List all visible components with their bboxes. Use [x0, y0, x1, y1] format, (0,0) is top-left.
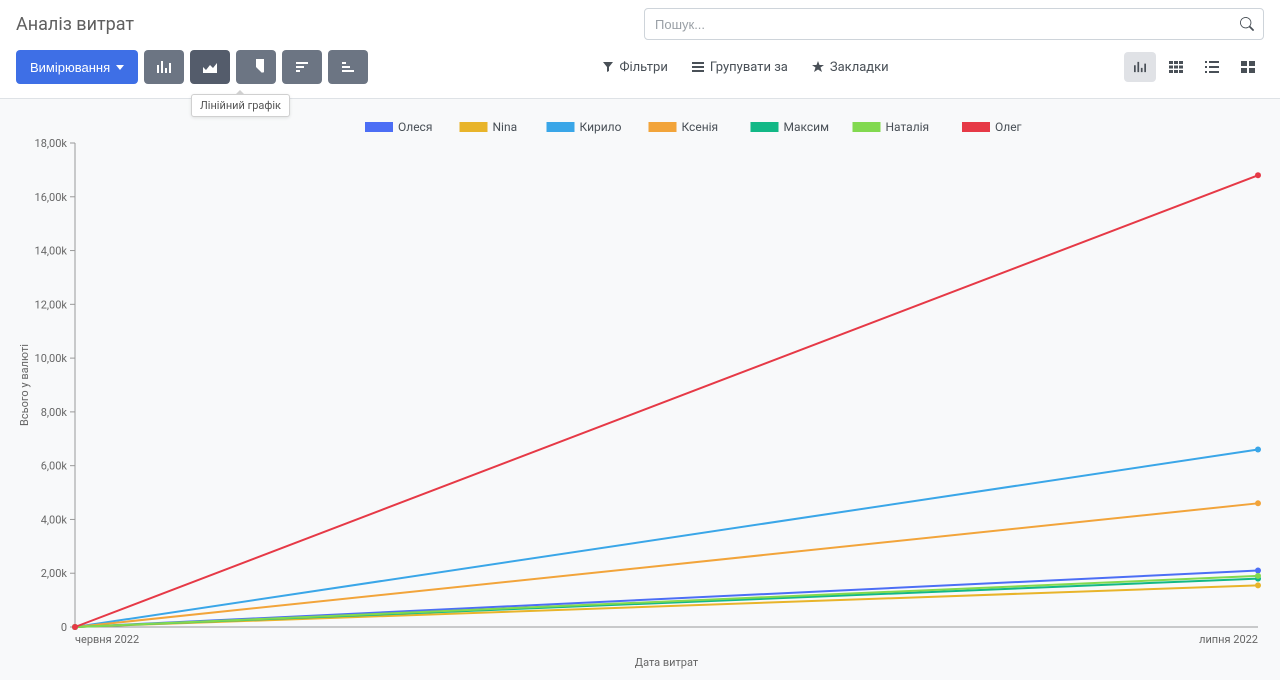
svg-text:4,00k: 4,00k — [41, 513, 68, 526]
svg-text:10,00k: 10,00k — [35, 352, 68, 365]
search-icon[interactable] — [1240, 16, 1254, 35]
funnel-icon — [603, 62, 613, 72]
view-graph-button[interactable] — [1124, 52, 1156, 82]
line-chart: Олеся Nina Кирило Ксенія Максим Наталія Олег 0 2… — [10, 107, 1270, 672]
groupby-label: Групувати за — [710, 60, 788, 75]
svg-text:Всього у валюті: Всього у валюті — [18, 344, 31, 426]
svg-text:Олег: Олег — [995, 120, 1022, 134]
svg-text:липня 2022: липня 2022 — [1199, 633, 1258, 646]
svg-text:Ксенія: Ксенія — [682, 120, 719, 134]
caret-down-icon — [116, 65, 124, 70]
svg-text:14,00k: 14,00k — [35, 245, 68, 258]
measures-label: Вимірювання — [30, 60, 110, 75]
chart-bar-button[interactable] — [144, 50, 184, 84]
view-pivot-button[interactable] — [1160, 52, 1192, 82]
chart-line-button[interactable] — [190, 50, 230, 84]
grid-icon — [1169, 61, 1183, 73]
svg-text:2,00k: 2,00k — [41, 567, 68, 580]
sort-desc-button[interactable] — [282, 50, 322, 84]
svg-text:Кирило: Кирило — [580, 120, 622, 134]
filters-label: Фільтри — [619, 60, 667, 75]
favorites-button[interactable]: Закладки — [812, 60, 889, 75]
bar-chart-icon — [1133, 61, 1147, 73]
star-icon — [812, 61, 824, 73]
svg-text:Наталія: Наталія — [886, 120, 930, 134]
chart-pie-button[interactable] — [236, 50, 276, 84]
svg-text:Олеся: Олеся — [398, 120, 432, 134]
groupby-button[interactable]: Групувати за — [692, 60, 788, 75]
svg-text:Nina: Nina — [493, 120, 518, 134]
tooltip: Лінійний графік — [191, 94, 290, 117]
svg-text:Дата витрат: Дата витрат — [635, 656, 699, 669]
view-list-button[interactable] — [1196, 52, 1228, 82]
filters-button[interactable]: Фільтри — [603, 60, 667, 75]
chart-area: Олеся Nina Кирило Ксенія Максим Наталія Олег 0 2… — [0, 99, 1280, 680]
favorites-label: Закладки — [830, 60, 889, 75]
control-panel: Аналіз витрат Вимірювання — [0, 0, 1280, 99]
sort-asc-button[interactable] — [328, 50, 368, 84]
pie-chart-icon — [248, 59, 264, 75]
svg-text:0: 0 — [61, 621, 67, 634]
svg-text:12,00k: 12,00k — [35, 298, 68, 311]
list-icon — [692, 62, 704, 72]
svg-text:8,00k: 8,00k — [41, 406, 68, 419]
svg-text:18,00k: 18,00k — [35, 137, 68, 150]
area-chart-icon — [202, 60, 218, 74]
sort-asc-icon — [340, 60, 356, 74]
svg-text:Максим: Максим — [784, 120, 830, 134]
svg-text:червня 2022: червня 2022 — [75, 633, 139, 646]
page-title: Аналіз витрат — [16, 14, 134, 35]
sort-desc-icon — [294, 60, 310, 74]
list-lines-icon — [1205, 61, 1219, 73]
svg-text:16,00k: 16,00k — [35, 191, 68, 204]
search-input[interactable] — [644, 8, 1264, 40]
svg-text:6,00k: 6,00k — [41, 460, 68, 473]
kanban-icon — [1241, 61, 1255, 73]
bar-chart-icon — [156, 60, 172, 74]
search-container — [644, 8, 1264, 40]
measures-button[interactable]: Вимірювання — [16, 50, 138, 84]
view-kanban-button[interactable] — [1232, 52, 1264, 82]
